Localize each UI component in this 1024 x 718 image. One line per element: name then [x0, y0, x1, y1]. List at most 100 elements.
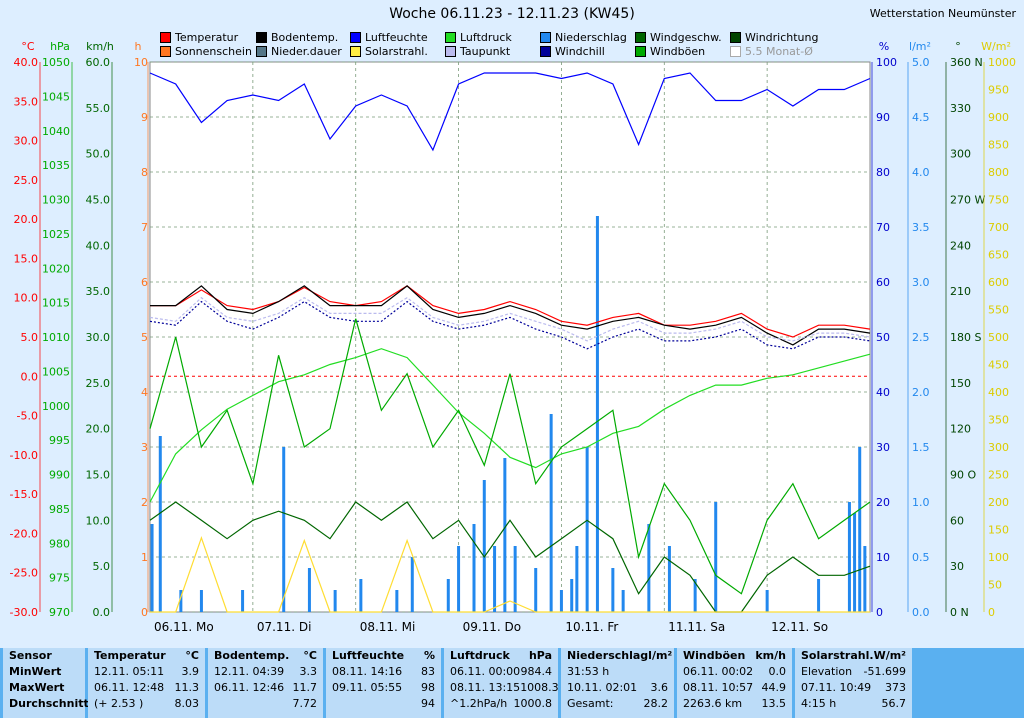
- axis-tick-rain: 4.0: [912, 166, 930, 179]
- axis-tick-temp: 0.0: [21, 370, 39, 383]
- axis-tick-wind: 25.0: [86, 377, 111, 390]
- axis-tick-solar: 300: [988, 441, 1009, 454]
- axis-tick-press: 1010: [42, 331, 70, 344]
- axis-tick-hum: 60: [876, 276, 890, 289]
- legend-swatch: [635, 32, 646, 43]
- summary-column: Temperatur °C 12.11. 05:11 3.9 06.11. 12:48 1…: [88, 648, 205, 718]
- series-line-windchill: [149, 300, 871, 350]
- axis-tick-temp: 30.0: [14, 135, 39, 148]
- precip-bar: [621, 590, 625, 612]
- axis-tick-dir: 270 W: [950, 194, 985, 207]
- day-label: 06.11. Mo: [154, 620, 214, 634]
- summary-header: Luftfeuchte%: [326, 648, 441, 664]
- axis-tick-temp: 10.0: [14, 292, 39, 305]
- axis-tick-solar: 700: [988, 221, 1009, 234]
- axis-unit-solar: W/m²: [981, 40, 1011, 53]
- legend-item: Windböen: [635, 45, 705, 58]
- summary-column: Windböen km/h 06.11. 00:02 0.0 08.11. 10:57 4…: [677, 648, 792, 718]
- axis-tick-dir: 30: [950, 560, 964, 573]
- summary-column: Niederschlag l/m² 31:53 h 10.11. 02:01 3.6 Ge…: [561, 648, 674, 718]
- axis-tick-hum: 30: [876, 441, 890, 454]
- axis-tick-press: 1025: [42, 228, 70, 241]
- legend-label: Niederschlag: [555, 31, 627, 44]
- axis-tick-sun: 5: [141, 331, 148, 344]
- cell-text: Elevation: [801, 665, 853, 678]
- summary-header: Bodentemp. °C: [208, 648, 323, 664]
- cell-text: 10.11. 02:01: [567, 681, 638, 694]
- axis-tick-temp: 15.0: [14, 252, 39, 265]
- cell-text: 06.11. 00:02: [683, 665, 754, 678]
- day-label: 10.11. Fr: [565, 620, 618, 634]
- cell-text: Solarstrahl.: [801, 649, 874, 662]
- day-label: 07.11. Di: [257, 620, 312, 634]
- day-label: 08.11. Mi: [360, 620, 416, 634]
- axis-tick-temp: 20.0: [14, 213, 39, 226]
- axis-tick-rain: 1.0: [912, 496, 930, 509]
- axis-tick-solar: 750: [988, 194, 1009, 207]
- legend-item: 5.5 Monat-Ø: [730, 45, 813, 58]
- weather-chart: 40.035.030.025.020.015.010.05.00.0-5.0-1…: [10, 40, 1016, 634]
- axis-tick-solar: 150: [988, 524, 1009, 537]
- precip-bar: [446, 579, 450, 612]
- axis-tick-temp: -20.0: [10, 527, 38, 540]
- axis-tick-temp: -30.0: [10, 606, 38, 619]
- axis-tick-solar: 500: [988, 331, 1009, 344]
- axis-tick-wind: 55.0: [86, 102, 111, 115]
- legend-label: Windrichtung: [745, 31, 819, 44]
- summary-cell: (+ 2.53 ) 8.03: [88, 696, 205, 712]
- cell-text: (+ 2.53 ): [94, 697, 144, 710]
- axis-tick-rain: 2.0: [912, 386, 930, 399]
- precip-bar: [847, 502, 851, 612]
- series-line-luftfeuchte: [149, 72, 871, 152]
- axis-tick-rain: 3.0: [912, 276, 930, 289]
- day-label: 09.11. Do: [463, 620, 522, 634]
- cell-text: Temperatur: [94, 649, 166, 662]
- summary-cell: 31:53 h: [561, 664, 674, 680]
- axis-tick-solar: 950: [988, 84, 1009, 97]
- cell-value: 44.9: [761, 681, 787, 694]
- axis-tick-rain: 4.5: [912, 111, 930, 124]
- cell-text: 07.11. 10:49: [801, 681, 872, 694]
- axis-tick-rain: 0.0: [912, 606, 930, 619]
- cell-value: 3.3: [299, 665, 318, 678]
- precip-bar: [282, 447, 286, 612]
- legend-label: Windchill: [555, 45, 605, 58]
- precip-bar: [765, 590, 769, 612]
- cell-text: Luftfeuchte: [332, 649, 405, 662]
- axis-tick-sun: 8: [141, 166, 148, 179]
- axis-tick-sun: 7: [141, 221, 148, 234]
- legend-item: Sonnenschein: [160, 45, 252, 58]
- axis-tick-dir: 210: [950, 285, 971, 298]
- cell-value: 3.9: [181, 665, 200, 678]
- axis-tick-press: 985: [49, 503, 70, 516]
- axis-tick-wind: 30.0: [86, 331, 111, 344]
- axis-tick-press: 1045: [42, 90, 70, 103]
- precip-bar: [457, 546, 461, 612]
- precip-bar: [858, 447, 862, 612]
- axis-tick-dir: 300: [950, 148, 971, 161]
- axis-tick-temp: 35.0: [14, 95, 39, 108]
- cell-text: 08.11. 14:16: [332, 665, 403, 678]
- summary-cell: 09.11. 05:55 98: [326, 680, 441, 696]
- axis-tick-hum: 10: [876, 551, 890, 564]
- axis-tick-wind: 40.0: [86, 239, 111, 252]
- legend-label: Solarstrahl.: [365, 45, 428, 58]
- summary-cell: 08.11. 10:57 44.9: [677, 680, 792, 696]
- axis-tick-solar: 600: [988, 276, 1009, 289]
- axis-tick-press: 990: [49, 469, 70, 482]
- series-line-taupunkt: [149, 296, 871, 342]
- max-label: MaxWert: [9, 681, 65, 694]
- axis-tick-hum: 80: [876, 166, 890, 179]
- axis-unit-dir: °: [955, 40, 961, 53]
- summary-column: Bodentemp. °C 12.11. 04:39 3.3 06.11. 12:46 1…: [208, 648, 323, 718]
- axis-tick-solar: 400: [988, 386, 1009, 399]
- precip-bar: [410, 557, 414, 612]
- axis-tick-press: 1040: [42, 125, 70, 138]
- axis-tick-dir: 360 N: [950, 56, 983, 69]
- legend-label: Taupunkt: [460, 45, 511, 58]
- axis-tick-solar: 350: [988, 414, 1009, 427]
- axis-tick-solar: 650: [988, 249, 1009, 262]
- axis-tick-dir: 330: [950, 102, 971, 115]
- precip-bar: [158, 436, 162, 612]
- axis-tick-solar: 200: [988, 496, 1009, 509]
